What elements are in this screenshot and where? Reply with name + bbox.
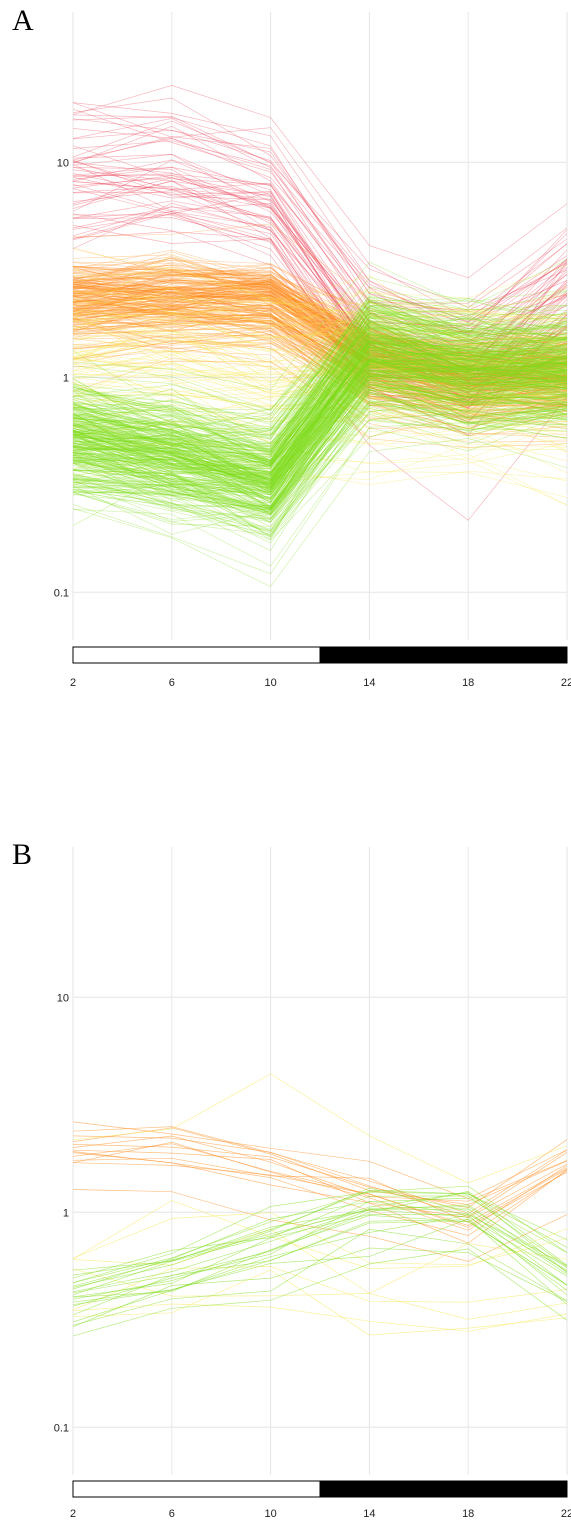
x-tick-label: 22: [561, 1508, 571, 1520]
x-tick-label: 10: [264, 1508, 276, 1520]
x-tick-label: 6: [169, 1508, 175, 1520]
grid: [73, 847, 567, 1475]
series-lines: [73, 85, 567, 586]
series-line: [73, 1267, 567, 1310]
dark-period-bar: [320, 1481, 567, 1497]
y-tick-label: 10: [57, 157, 69, 169]
x-tick-label: 10: [264, 677, 276, 689]
x-tick-label: 2: [70, 1508, 76, 1520]
chart-a: 2 6 10 14 18 22 10 1 0.1: [0, 0, 571, 690]
x-tick-label: 2: [70, 677, 76, 689]
light-period-bar: [73, 1481, 320, 1497]
series-line: [73, 1304, 567, 1331]
x-tick-label: 18: [462, 1508, 474, 1520]
x-tick-label: 14: [363, 1508, 375, 1520]
series-line: [73, 1214, 567, 1297]
series-line: [73, 85, 567, 278]
chart-b: 2 6 10 14 18 22 10 1 0.1: [0, 835, 571, 1521]
y-tick-label: 1: [63, 372, 69, 384]
y-tick-label: 10: [57, 992, 69, 1004]
series-line: [73, 1221, 567, 1322]
series-line: [73, 1249, 567, 1336]
series-line: [73, 1150, 567, 1243]
y-tick-label: 0.1: [54, 587, 69, 599]
series-line: [73, 1128, 567, 1205]
y-tick-label: 1: [63, 1207, 69, 1219]
x-tick-label: 14: [363, 677, 375, 689]
series-line: [73, 1220, 567, 1315]
x-tick-label: 22: [561, 677, 571, 689]
series-line: [73, 1209, 567, 1299]
series-lines: [73, 1074, 567, 1336]
light-period-bar: [73, 647, 320, 663]
x-tick-label: 6: [169, 677, 175, 689]
x-tick-label: 18: [462, 677, 474, 689]
dark-period-bar: [320, 647, 567, 663]
y-tick-label: 0.1: [54, 1422, 69, 1434]
series-line: [73, 1198, 567, 1289]
series-line: [73, 1229, 567, 1325]
